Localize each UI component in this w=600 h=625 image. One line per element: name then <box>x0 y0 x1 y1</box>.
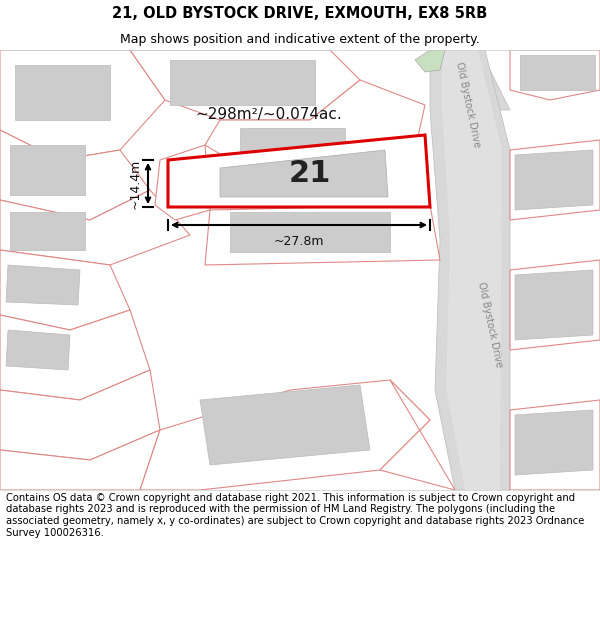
Polygon shape <box>510 140 600 220</box>
Text: ~14.4m: ~14.4m <box>129 158 142 209</box>
Text: ~27.8m: ~27.8m <box>274 235 324 248</box>
Polygon shape <box>520 55 595 90</box>
Polygon shape <box>515 270 593 340</box>
Polygon shape <box>0 310 150 400</box>
Polygon shape <box>0 190 190 265</box>
Polygon shape <box>6 265 80 305</box>
Polygon shape <box>205 80 425 165</box>
Polygon shape <box>205 205 440 265</box>
Polygon shape <box>515 410 593 475</box>
Polygon shape <box>155 145 210 220</box>
Polygon shape <box>168 135 430 207</box>
Polygon shape <box>6 330 70 370</box>
Polygon shape <box>510 260 600 350</box>
Polygon shape <box>15 65 110 120</box>
Text: Old Bystock Drive: Old Bystock Drive <box>454 61 482 149</box>
Polygon shape <box>430 50 510 490</box>
Polygon shape <box>220 150 388 197</box>
Polygon shape <box>442 50 502 490</box>
Text: 21: 21 <box>289 159 331 189</box>
Polygon shape <box>510 400 600 490</box>
Polygon shape <box>515 150 593 210</box>
Text: Contains OS data © Crown copyright and database right 2021. This information is : Contains OS data © Crown copyright and d… <box>6 492 584 538</box>
Text: Old Bystock Drive: Old Bystock Drive <box>476 281 504 369</box>
Polygon shape <box>0 430 160 490</box>
Polygon shape <box>230 212 390 252</box>
Text: ~298m²/~0.074ac.: ~298m²/~0.074ac. <box>195 107 342 122</box>
Polygon shape <box>0 370 160 460</box>
Text: 21, OLD BYSTOCK DRIVE, EXMOUTH, EX8 5RB: 21, OLD BYSTOCK DRIVE, EXMOUTH, EX8 5RB <box>112 6 488 21</box>
Polygon shape <box>415 50 445 72</box>
Polygon shape <box>10 212 85 250</box>
Polygon shape <box>0 130 150 220</box>
Text: Map shows position and indicative extent of the property.: Map shows position and indicative extent… <box>120 32 480 46</box>
Polygon shape <box>0 50 165 160</box>
Polygon shape <box>240 128 345 160</box>
Polygon shape <box>170 60 315 105</box>
Polygon shape <box>200 385 370 465</box>
Polygon shape <box>510 50 600 100</box>
Polygon shape <box>140 380 430 490</box>
Polygon shape <box>380 380 455 490</box>
Polygon shape <box>130 50 360 120</box>
Polygon shape <box>430 50 510 110</box>
Polygon shape <box>0 250 130 330</box>
Polygon shape <box>10 145 85 195</box>
